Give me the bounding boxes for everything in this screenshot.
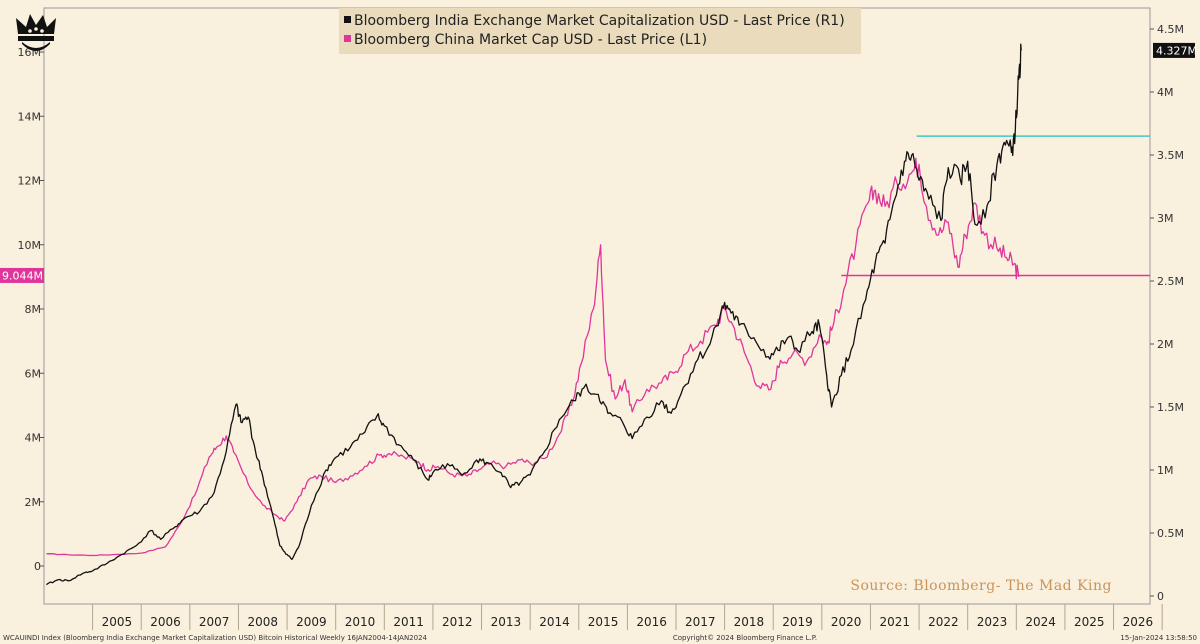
x-tick-label: 2019 bbox=[782, 615, 813, 629]
x-tick-label: 2010 bbox=[345, 615, 376, 629]
legend-swatch-china bbox=[344, 35, 351, 42]
x-tick-label: 2024 bbox=[1025, 615, 1056, 629]
right-tick-label: 1.5M bbox=[1157, 401, 1184, 414]
x-tick-label: 2005 bbox=[102, 615, 133, 629]
series-line-china bbox=[46, 157, 1020, 557]
right-tick-label: 0.5M bbox=[1157, 527, 1184, 540]
left-tick-label: 12M bbox=[18, 175, 42, 188]
right-tick-label: 2.5M bbox=[1157, 275, 1184, 288]
right-tick-label: 0 bbox=[1157, 590, 1164, 603]
x-tick-label: 2021 bbox=[879, 615, 910, 629]
left-tick-label: 8M bbox=[25, 303, 42, 316]
svg-text:9.044M: 9.044M bbox=[2, 269, 43, 282]
x-tick-label: 2013 bbox=[491, 615, 522, 629]
x-tick-label: 2012 bbox=[442, 615, 473, 629]
source-annotation: Source: Bloomberg- The Mad King bbox=[850, 578, 1112, 594]
legend-entry-china: Bloomberg China Market Cap USD - Last Pr… bbox=[354, 32, 707, 48]
footer-copyright: Copyright© 2024 Bloomberg Finance L.P. bbox=[673, 634, 817, 642]
crown-icon bbox=[16, 14, 56, 51]
x-tick-label: 2022 bbox=[928, 615, 959, 629]
x-tick-label: 2011 bbox=[393, 615, 424, 629]
x-tick-label: 2025 bbox=[1074, 615, 1105, 629]
right-tick-label: 3.5M bbox=[1157, 149, 1184, 162]
x-tick-label: 2006 bbox=[150, 615, 181, 629]
series-line-india bbox=[46, 43, 1022, 586]
left-tick-label: 14M bbox=[18, 110, 42, 123]
x-tick-label: 2016 bbox=[636, 615, 667, 629]
x-tick-label: 2015 bbox=[588, 615, 619, 629]
left-tick-label: 6M bbox=[25, 367, 42, 380]
x-axis: 2005 2006 2007 2008 2009 2010 2011 2012 2013 2014… bbox=[92, 604, 1163, 630]
series-lines bbox=[46, 43, 1022, 586]
svg-text:4.327M: 4.327M bbox=[1156, 44, 1197, 57]
right-tick-label: 2M bbox=[1157, 338, 1174, 351]
reference-lines bbox=[841, 135, 1150, 277]
x-tick-label: 2023 bbox=[977, 615, 1008, 629]
x-tick-label: 2014 bbox=[539, 615, 570, 629]
china-last-value-label: 9.044M bbox=[0, 267, 44, 283]
legend-entry-india: Bloomberg India Exchange Market Capitali… bbox=[354, 13, 845, 29]
left-tick-label: 2M bbox=[25, 496, 42, 509]
plot-frame bbox=[43, 7, 1151, 605]
right-tick-label: 4.5M bbox=[1157, 23, 1184, 36]
left-tick-label: 0 bbox=[34, 560, 41, 573]
right-tick-label: 4M bbox=[1157, 86, 1174, 99]
legend: Bloomberg India Exchange Market Capitali… bbox=[339, 8, 861, 54]
x-tick-label: 2009 bbox=[296, 615, 327, 629]
footer-left: WCAUINDI Index (Bloomberg India Exchange… bbox=[3, 634, 428, 642]
x-tick-label: 2018 bbox=[734, 615, 765, 629]
right-tick-label: 1M bbox=[1157, 464, 1174, 477]
x-tick-label: 2017 bbox=[685, 615, 716, 629]
legend-box bbox=[339, 8, 861, 54]
india-last-value-label: 4.327M bbox=[1153, 42, 1197, 58]
right-axis: 0 0.5M 1M 1.5M 2M 2.5M 3M 3.5M 4M 4.5M bbox=[1150, 23, 1184, 603]
footer-timestamp: 15-Jan-2024 13:58:50 bbox=[1120, 634, 1197, 642]
right-tick-label: 3M bbox=[1157, 212, 1174, 225]
x-tick-label: 2020 bbox=[831, 615, 862, 629]
left-tick-label: 4M bbox=[25, 432, 42, 445]
x-tick-label: 2026 bbox=[1123, 615, 1154, 629]
legend-swatch-india bbox=[344, 16, 351, 23]
x-tick-label: 2008 bbox=[247, 615, 278, 629]
x-tick-label: 2007 bbox=[199, 615, 230, 629]
left-tick-label: 10M bbox=[18, 239, 42, 252]
